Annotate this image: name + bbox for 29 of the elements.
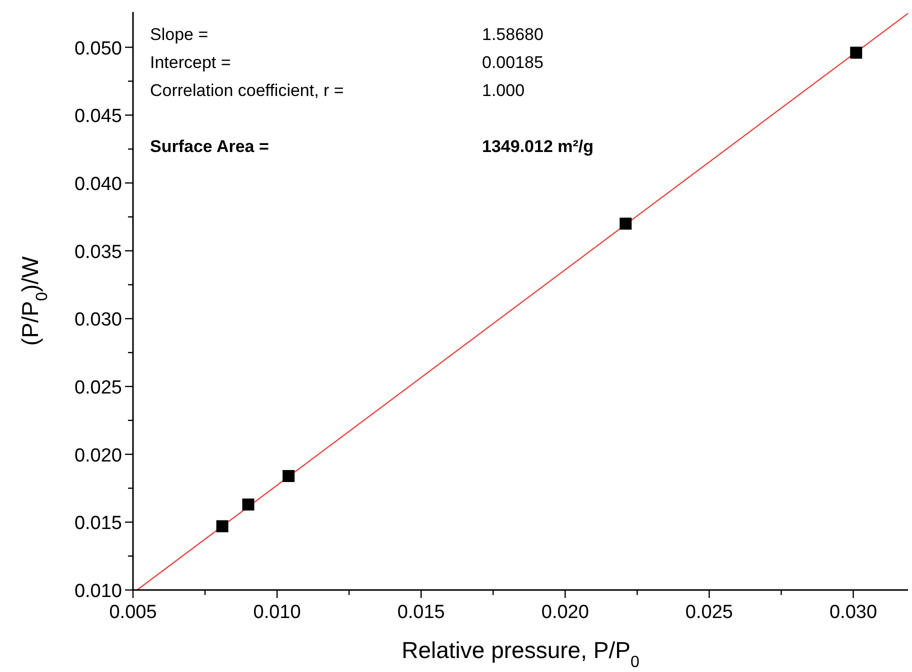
point	[242, 498, 254, 511]
annotation: Slope =	[150, 25, 208, 44]
y-tick-label: 0.010	[74, 581, 122, 602]
y-tick-label: 0.045	[74, 106, 122, 128]
point	[282, 470, 295, 482]
annotation: Surface Area =	[150, 137, 269, 156]
annotation: 1.58680	[482, 25, 544, 44]
y-tick-label: 0.025	[74, 377, 122, 398]
point	[216, 520, 228, 532]
x-tick-label: 0.025	[685, 602, 733, 623]
y-tick-label: 0.050	[74, 38, 122, 60]
y-tick-label: 0.030	[74, 310, 122, 331]
x-tick-label: 0.005	[109, 602, 157, 623]
x-tick-label: 0.030	[829, 602, 878, 623]
x-tick-label: 0.015	[397, 602, 445, 623]
annotation: 0.00185	[482, 53, 544, 72]
annotation: Intercept =	[150, 53, 231, 72]
annotation: 1349.012 m²/g	[482, 137, 594, 156]
x-tick-label: 0.020	[541, 602, 589, 623]
x-tick-label: 0.010	[253, 602, 301, 623]
point	[850, 46, 862, 59]
y-tick-label: 0.035	[74, 242, 122, 263]
point	[620, 218, 632, 230]
y-tick-label: 0.020	[74, 445, 122, 466]
y-tick-label: 0.015	[74, 513, 122, 534]
x-axis-title: Relative pressure, P/P$_{0}$	[402, 637, 640, 671]
y-tick-label: 0.040	[74, 174, 122, 195]
annotation: 1.000	[482, 81, 525, 100]
annotation: Correlation coefficient, r =	[150, 81, 344, 100]
